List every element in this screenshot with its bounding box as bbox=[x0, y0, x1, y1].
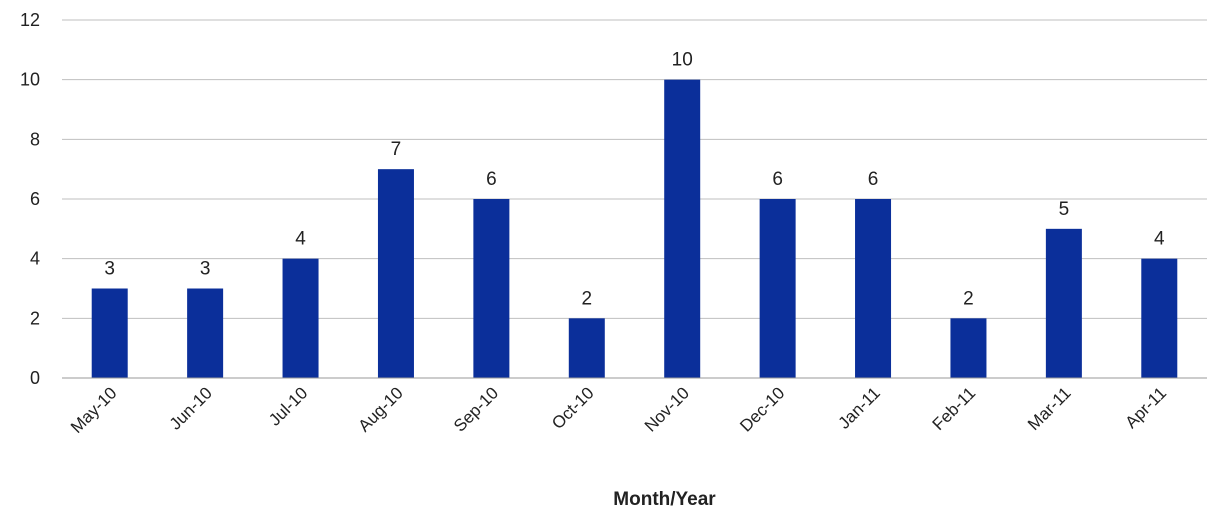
x-tick-label: Dec-10 bbox=[736, 383, 788, 435]
x-tick-label: Apr-11 bbox=[1121, 383, 1170, 432]
x-tick-label: Aug-10 bbox=[355, 383, 407, 435]
data-label: 6 bbox=[868, 169, 879, 190]
data-label: 4 bbox=[1154, 229, 1165, 250]
bar bbox=[950, 318, 987, 378]
data-label: 2 bbox=[963, 288, 974, 309]
y-tick-label: 2 bbox=[30, 308, 40, 328]
bar bbox=[855, 199, 892, 378]
x-tick-label: Oct-10 bbox=[548, 383, 598, 433]
x-tick-label: May-10 bbox=[67, 383, 121, 437]
bar bbox=[759, 199, 796, 378]
data-label: 6 bbox=[486, 169, 497, 190]
data-label: 6 bbox=[772, 169, 783, 190]
bar bbox=[1141, 258, 1178, 378]
data-label: 2 bbox=[582, 288, 593, 309]
x-tick-label: Nov-10 bbox=[641, 383, 693, 435]
bar bbox=[568, 318, 605, 378]
data-labels: 3 3 4 7 6 2 10 6 6 2 5 4 bbox=[104, 50, 1165, 310]
y-tick-label: 6 bbox=[30, 189, 40, 209]
gridlines bbox=[62, 19, 1207, 319]
y-tick-label: 12 bbox=[20, 10, 40, 30]
x-tick-label: Mar-11 bbox=[1024, 383, 1075, 434]
bar bbox=[187, 288, 224, 378]
bars bbox=[91, 79, 1178, 379]
data-label: 7 bbox=[391, 139, 402, 160]
x-tick-label: Jan-11 bbox=[835, 383, 884, 432]
data-label: 10 bbox=[672, 50, 693, 71]
x-axis-tick-labels: May-10 Jun-10 Jul-10 Aug-10 Sep-10 Oct-10 Nov-… bbox=[67, 383, 1170, 437]
y-tick-label: 8 bbox=[30, 129, 40, 149]
data-label: 3 bbox=[104, 259, 115, 280]
data-label: 3 bbox=[200, 259, 211, 280]
y-tick-label: 4 bbox=[30, 249, 40, 269]
bar bbox=[1045, 228, 1082, 378]
bar bbox=[664, 79, 701, 379]
x-tick-label: Jun-10 bbox=[166, 383, 216, 433]
x-tick-label: Feb-11 bbox=[929, 383, 980, 434]
y-axis-tick-labels: 0 2 4 6 8 10 12 bbox=[20, 10, 40, 388]
bar bbox=[377, 169, 414, 378]
y-tick-label: 0 bbox=[30, 368, 40, 388]
bar bbox=[91, 288, 128, 378]
x-axis-title: Month/Year bbox=[613, 489, 716, 510]
data-label: 4 bbox=[295, 229, 306, 250]
bar bbox=[282, 258, 319, 378]
x-tick-label: Sep-10 bbox=[450, 383, 502, 435]
data-label: 5 bbox=[1059, 199, 1070, 220]
x-tick-label: Jul-10 bbox=[265, 383, 311, 429]
bar bbox=[473, 199, 510, 378]
y-tick-label: 10 bbox=[20, 70, 40, 90]
